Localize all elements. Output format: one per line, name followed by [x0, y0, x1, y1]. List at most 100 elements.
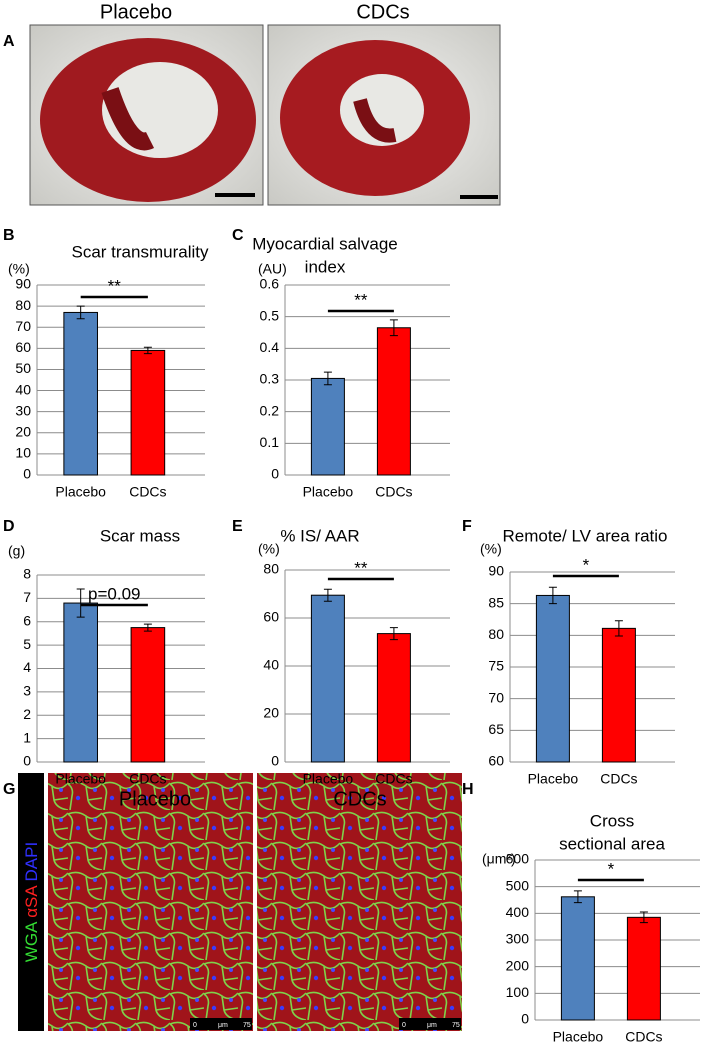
- scale-bar: 0 μm 75 0 μm 75: [190, 1018, 461, 1030]
- panel-letter: E: [232, 518, 243, 535]
- y-tick-label: 2: [23, 706, 31, 722]
- y-tick-label: 600: [506, 851, 530, 867]
- stain: WGA: [22, 921, 41, 962]
- x-tick-label: Placebo: [303, 771, 354, 787]
- stain: DAPI: [22, 842, 41, 882]
- bar: [310, 377, 345, 476]
- panel-letter: H: [462, 781, 474, 798]
- y-tick-label: 60: [263, 609, 279, 625]
- y-tick-label: 90: [488, 563, 504, 579]
- x-tick-label: Placebo: [553, 1029, 604, 1045]
- panel-letter: C: [232, 227, 244, 244]
- axis-unit: (%): [258, 541, 280, 557]
- y-tick-label: 5: [23, 636, 31, 652]
- x-tick-label: Placebo: [55, 771, 106, 787]
- y-tick-label: 75: [488, 658, 504, 674]
- panel-letter: F: [462, 518, 472, 535]
- y-tick-label: 1: [23, 729, 31, 745]
- y-tick-label: 50: [15, 360, 31, 376]
- chart-title: Myocardial salvage: [252, 234, 398, 253]
- y-tick-label: 65: [488, 721, 504, 737]
- stain-strip: [18, 773, 44, 1031]
- photo: [257, 773, 462, 1031]
- y-tick-label: 0: [271, 753, 279, 769]
- y-tick-label: 80: [263, 561, 279, 577]
- axis-unit: (μm²): [482, 851, 516, 867]
- significance: *: [608, 859, 615, 878]
- stain: αSA: [22, 885, 41, 918]
- error-bar: [76, 588, 85, 618]
- error-bar: [389, 319, 398, 337]
- x-tick-label: CDCs: [129, 484, 166, 500]
- error-bar: [548, 586, 557, 605]
- y-tick-label: 70: [488, 689, 504, 705]
- y-tick-label: 90: [15, 276, 31, 292]
- y-tick-label: 0.3: [260, 371, 280, 387]
- y-tick-label: 30: [15, 402, 31, 418]
- y-tick-label: 0.2: [260, 402, 280, 418]
- x-tick-label: CDCs: [375, 484, 412, 500]
- scale-text: μm: [218, 1022, 228, 1029]
- significance: *: [583, 555, 590, 574]
- y-tick-label: 8: [23, 566, 31, 582]
- y-tick-label: 40: [263, 657, 279, 673]
- x-tick-label: CDCs: [625, 1029, 662, 1045]
- bar: [130, 627, 166, 763]
- error-bar: [389, 627, 398, 641]
- error-bar: [639, 911, 648, 924]
- y-tick-label: 70: [15, 318, 31, 334]
- chart-title: Cross: [590, 811, 634, 830]
- significance: **: [108, 276, 122, 295]
- bar: [63, 311, 98, 476]
- error-bar: [323, 588, 332, 602]
- y-tick-label: 85: [488, 594, 504, 610]
- y-tick-label: 60: [15, 339, 31, 355]
- image-title: Placebo: [100, 1, 172, 23]
- y-tick-label: 500: [506, 877, 530, 893]
- bar: [376, 327, 411, 476]
- chart-title: sectional area: [559, 834, 665, 853]
- chart-title: index: [305, 257, 346, 276]
- y-tick-label: 0.1: [260, 434, 280, 450]
- image-title: Placebo: [119, 788, 191, 810]
- axis-unit: (%): [8, 261, 30, 277]
- y-tick-label: 3: [23, 683, 31, 699]
- panel-letter: A: [3, 33, 15, 50]
- x-tick-label: CDCs: [375, 771, 412, 787]
- axis-unit: (g): [8, 543, 25, 559]
- bar: [626, 916, 661, 1021]
- bar: [130, 349, 166, 476]
- scale-text: 75: [452, 1022, 460, 1029]
- y-tick-label: 0: [23, 753, 31, 769]
- panel-letter: B: [3, 227, 15, 244]
- error-bar: [143, 623, 152, 632]
- x-tick-label: CDCs: [600, 771, 637, 787]
- bar: [63, 602, 98, 763]
- bar: [601, 627, 636, 763]
- scale-text: 75: [243, 1022, 251, 1029]
- y-tick-label: 6: [23, 612, 31, 628]
- bar: [560, 896, 595, 1021]
- y-tick-label: 0: [23, 466, 31, 482]
- x-tick-label: CDCs: [129, 771, 166, 787]
- bar: [310, 594, 345, 763]
- bar: [376, 633, 411, 763]
- chart-title: Scar mass: [100, 526, 180, 545]
- y-tick-label: 80: [15, 297, 31, 313]
- y-tick-label: 0: [521, 1011, 529, 1027]
- significance: p=0.09: [88, 584, 140, 603]
- y-tick-label: 0: [271, 466, 279, 482]
- axis-unit: (AU): [258, 261, 287, 277]
- scale-text: 0: [402, 1022, 406, 1029]
- y-tick-label: 400: [506, 904, 530, 920]
- stain-legend: WGA αSA DAPI: [22, 842, 41, 962]
- y-tick-label: 0.6: [260, 276, 280, 292]
- y-tick-label: 4: [23, 659, 31, 675]
- chart-title: Remote/ LV area ratio: [502, 526, 667, 545]
- scale-text: 0: [193, 1022, 197, 1029]
- y-tick-label: 200: [506, 957, 530, 973]
- image-title: CDCs: [356, 1, 409, 23]
- error-bar: [614, 620, 623, 637]
- chart-title: Scar transmurality: [72, 242, 209, 261]
